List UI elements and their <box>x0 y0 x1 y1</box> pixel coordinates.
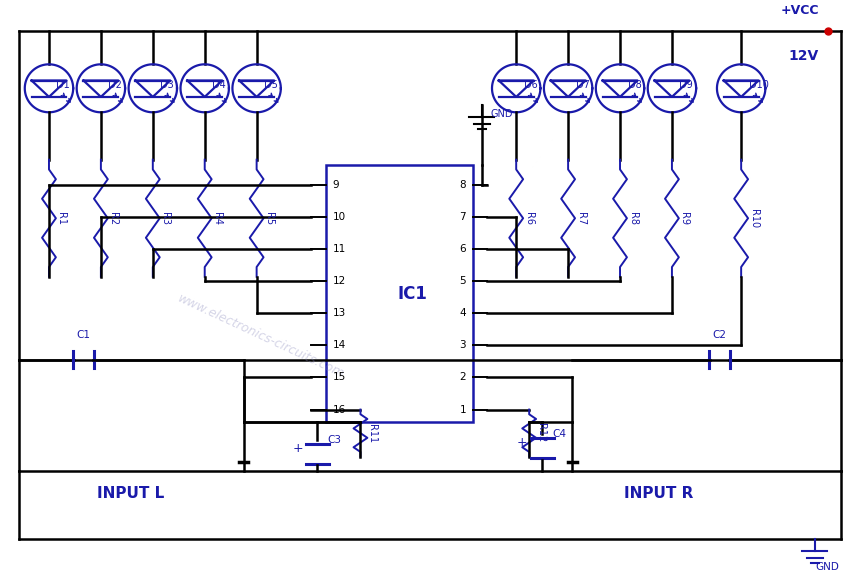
Text: D1: D1 <box>56 80 70 90</box>
Text: R5: R5 <box>264 212 274 225</box>
Text: 7: 7 <box>459 212 466 222</box>
Text: D2: D2 <box>108 80 122 90</box>
Text: INPUT R: INPUT R <box>624 486 694 501</box>
Text: D10: D10 <box>748 80 768 90</box>
Text: 11: 11 <box>332 244 346 254</box>
Text: R12: R12 <box>536 424 546 443</box>
Text: R3: R3 <box>161 212 170 225</box>
Text: C2: C2 <box>713 329 727 340</box>
Text: 15: 15 <box>332 372 346 383</box>
Text: 6: 6 <box>459 244 466 254</box>
Text: R6: R6 <box>523 212 534 225</box>
Text: C1: C1 <box>76 329 90 340</box>
Text: GND: GND <box>490 109 513 119</box>
Text: R11: R11 <box>367 424 378 443</box>
Text: 10: 10 <box>332 212 345 222</box>
Text: 8: 8 <box>459 180 466 190</box>
Text: 5: 5 <box>459 276 466 286</box>
Text: INPUT L: INPUT L <box>96 486 164 501</box>
Text: 2: 2 <box>459 372 466 383</box>
Bar <box>326 165 473 423</box>
Text: www.electronics-circuits.com: www.electronics-circuits.com <box>175 292 346 381</box>
Text: R1: R1 <box>56 212 67 225</box>
Text: R7: R7 <box>575 212 586 225</box>
Text: R4: R4 <box>212 212 222 225</box>
Text: D8: D8 <box>628 80 641 90</box>
Text: 3: 3 <box>459 340 466 350</box>
Text: C4: C4 <box>553 429 567 439</box>
Text: 9: 9 <box>332 180 339 190</box>
Text: R9: R9 <box>680 212 689 225</box>
Text: 12V: 12V <box>789 49 819 62</box>
Text: 4: 4 <box>459 308 466 318</box>
Text: 16: 16 <box>332 405 346 414</box>
Text: R2: R2 <box>108 212 118 225</box>
Text: D9: D9 <box>680 80 694 90</box>
Text: D5: D5 <box>264 80 278 90</box>
Text: D6: D6 <box>523 80 537 90</box>
Text: GND: GND <box>816 562 839 572</box>
Text: 12: 12 <box>332 276 346 286</box>
Text: D7: D7 <box>575 80 589 90</box>
Text: 13: 13 <box>332 308 346 318</box>
Text: +: + <box>293 442 303 455</box>
Text: R8: R8 <box>628 212 637 225</box>
Text: IC1: IC1 <box>398 285 427 303</box>
Text: D3: D3 <box>161 80 174 90</box>
Text: D4: D4 <box>212 80 226 90</box>
Text: 1: 1 <box>459 405 466 414</box>
Text: R10: R10 <box>748 209 759 228</box>
Text: +: + <box>517 436 528 449</box>
Text: 14: 14 <box>332 340 346 350</box>
Text: +VCC: +VCC <box>780 4 819 17</box>
Text: C3: C3 <box>327 435 342 444</box>
